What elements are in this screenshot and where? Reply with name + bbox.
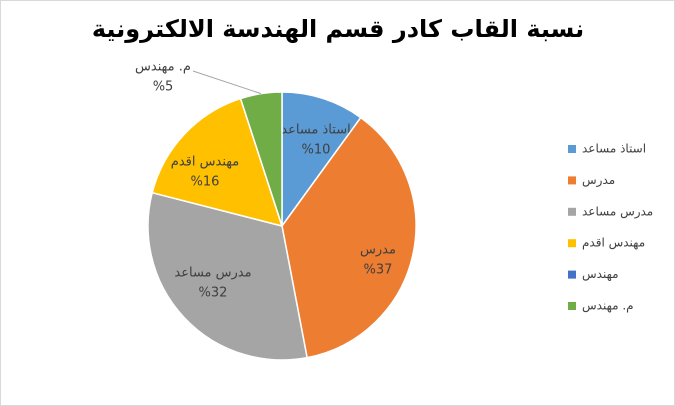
legend-swatch (568, 239, 576, 248)
legend-label: مدرس (582, 173, 615, 188)
data-label-category: مدرس مساعد (174, 266, 251, 281)
legend-label: م. مهندس (582, 299, 634, 314)
legend-label: مهندس (582, 267, 619, 282)
pie-slice (147, 191, 308, 361)
data-label-category: استاذ مساعد (281, 123, 350, 138)
pie-slice (151, 97, 284, 228)
legend-swatch (568, 207, 576, 216)
legend-swatch (568, 176, 576, 185)
legend-label: مدرس مساعد (582, 204, 653, 219)
leader-line (192, 70, 262, 95)
legend-label: استاذ مساعد (582, 142, 646, 156)
data-label-value: %16 (191, 175, 220, 190)
data-label-value: %37 (364, 263, 393, 278)
data-label-value: %32 (199, 286, 228, 301)
data-label-category: م. مهندس (135, 60, 191, 75)
data-label-category: مدرس (360, 243, 396, 258)
legend-swatch (568, 302, 576, 310)
data-label-value: %5 (153, 80, 174, 95)
data-label-value: %10 (302, 143, 331, 158)
data-label-category: مهندس اقدم (171, 155, 239, 170)
chart-title: نسبة القاب كادر قسم الهندسة الالكترونية (92, 15, 584, 43)
pie-slice (281, 91, 362, 229)
pie-slice (239, 91, 283, 227)
legend-swatch (568, 270, 576, 279)
pie-slice (281, 116, 417, 359)
legend-swatch (568, 145, 576, 153)
legend-label: مهندس اقدم (582, 236, 645, 251)
